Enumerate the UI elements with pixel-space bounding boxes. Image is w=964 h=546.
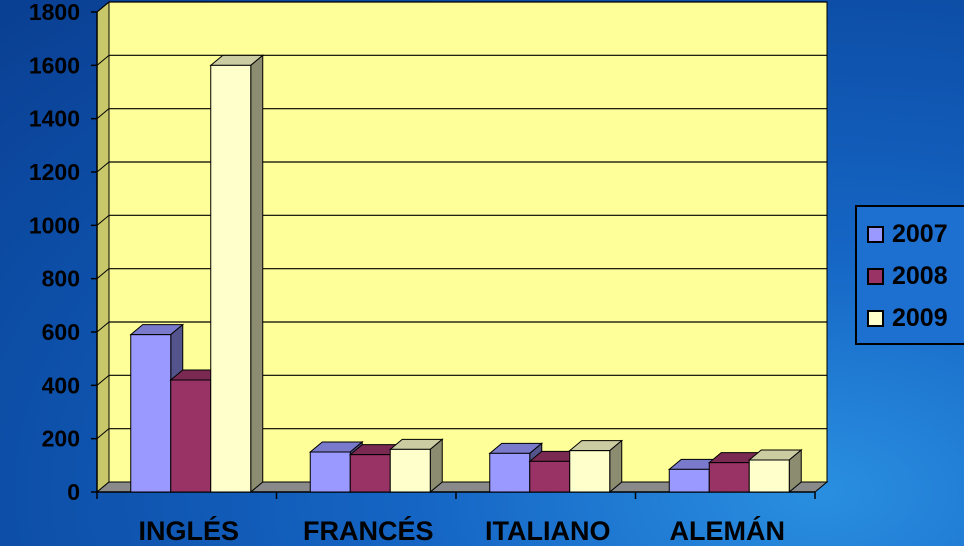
y-tick-label: 800 (42, 266, 80, 292)
bar-2007-0 (130, 334, 172, 493)
gridline-side (96, 374, 110, 386)
y-tick-label: 600 (42, 319, 80, 345)
bar-2008-0 (170, 379, 212, 493)
bar-2008-1 (349, 454, 391, 493)
legend: 2007 2008 2009 (855, 205, 964, 345)
legend-label: 2009 (892, 303, 948, 332)
gridline-side (96, 54, 110, 66)
y-tick-label: 0 (67, 479, 80, 505)
bar-2008-2 (529, 460, 571, 493)
legend-swatch (867, 225, 884, 243)
x-category-label: INGLÉS (138, 515, 239, 546)
x-category-label: ALEMÁN (670, 515, 786, 546)
bar-2009-0 (210, 64, 252, 493)
legend-item: 2009 (867, 303, 948, 333)
y-tick-label: 1600 (29, 52, 80, 78)
bar-2009-3 (748, 459, 790, 493)
bar-side (429, 438, 443, 494)
x-category-label: FRANCÉS (303, 515, 434, 546)
bar-2008-3 (708, 462, 750, 493)
gridline-side (96, 108, 110, 120)
y-tick-label: 1000 (29, 212, 80, 238)
bar-2007-2 (489, 452, 531, 493)
y-tick-label: 1400 (29, 106, 80, 132)
gridline-side (96, 214, 110, 226)
y-tick-label: 1200 (29, 159, 80, 185)
y-tick-label: 200 (42, 426, 80, 452)
bar-2007-1 (309, 451, 351, 493)
bar-2009-1 (389, 448, 431, 493)
x-category-label: ITALIANO (485, 516, 610, 546)
legend-label: 2007 (892, 219, 948, 248)
bar-2007-3 (668, 468, 710, 493)
gridline-side (96, 161, 110, 173)
gridline-side (96, 428, 110, 440)
gridline-side (96, 321, 110, 333)
gridline-side (96, 1, 110, 13)
y-tick-label: 400 (42, 372, 80, 398)
legend-label: 2008 (892, 261, 948, 290)
bar-2009-2 (569, 450, 611, 493)
plot-side-wall (96, 0, 110, 494)
legend-item: 2008 (867, 261, 948, 291)
bar-side (250, 54, 264, 494)
legend-swatch (867, 267, 884, 285)
y-tick-label: 1800 (29, 0, 80, 25)
legend-swatch (867, 309, 884, 327)
legend-item: 2007 (867, 219, 948, 249)
gridline-side (96, 268, 110, 280)
